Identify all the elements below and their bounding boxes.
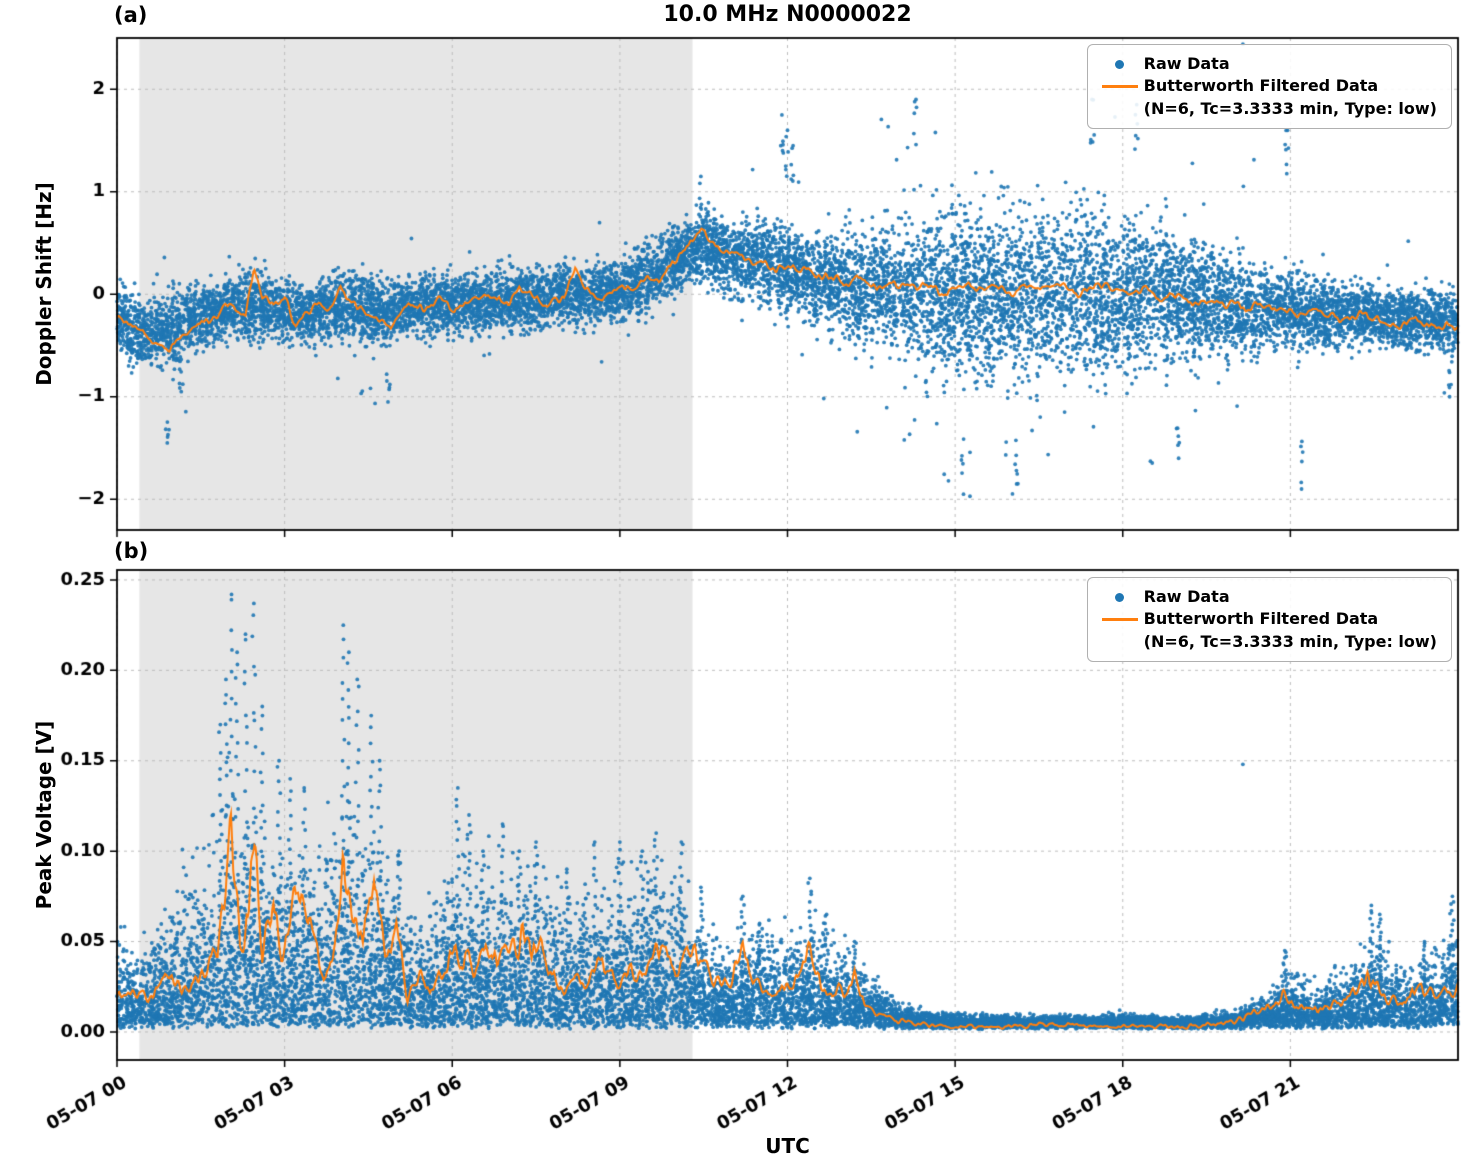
legend-raw-label: Raw Data bbox=[1143, 54, 1230, 73]
legend-panel-b: Raw Data Butterworth Filtered Data (N=6,… bbox=[1086, 577, 1452, 663]
raw-data-marker-icon bbox=[1115, 593, 1125, 602]
legend-filtered-label-line2: (N=6, Tc=3.3333 min, Type: low) bbox=[1143, 98, 1437, 118]
filtered-line-swatch-icon bbox=[1101, 618, 1138, 622]
legend-item-filtered: Butterworth Filtered Data (N=6, Tc=3.333… bbox=[1096, 75, 1437, 120]
chart-title: 10.0 MHz N0000022 bbox=[663, 2, 912, 27]
raw-data-marker-icon bbox=[1115, 60, 1125, 69]
legend-item-raw: Raw Data bbox=[1096, 586, 1437, 608]
legend-filtered-label-line2: (N=6, Tc=3.3333 min, Type: low) bbox=[1143, 631, 1437, 651]
filtered-line-swatch-icon bbox=[1101, 85, 1138, 89]
y-axis-label-voltage: Peak Voltage [V] bbox=[32, 720, 56, 910]
legend-panel-a: Raw Data Butterworth Filtered Data (N=6,… bbox=[1086, 44, 1452, 130]
legend-filtered-label-line1: Butterworth Filtered Data bbox=[1143, 76, 1379, 96]
legend-item-filtered: Butterworth Filtered Data (N=6, Tc=3.333… bbox=[1096, 608, 1437, 653]
panel-a-label: (a) bbox=[114, 3, 148, 27]
panel-b-label: (b) bbox=[114, 539, 149, 563]
legend-item-raw: Raw Data bbox=[1096, 53, 1437, 75]
x-axis-label: UTC bbox=[765, 1134, 810, 1158]
legend-raw-label: Raw Data bbox=[1143, 587, 1230, 606]
legend-filtered-label-line1: Butterworth Filtered Data bbox=[1143, 609, 1379, 629]
y-axis-label-doppler: Doppler Shift [Hz] bbox=[32, 182, 56, 386]
